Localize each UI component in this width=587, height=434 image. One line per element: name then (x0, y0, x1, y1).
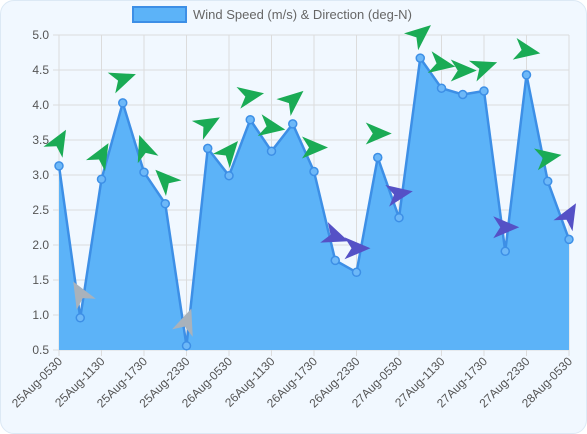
data-point[interactable] (76, 314, 84, 322)
data-point[interactable] (416, 54, 424, 62)
data-point[interactable] (544, 177, 552, 185)
direction-arrow (366, 123, 392, 145)
direction-arrow (108, 64, 140, 94)
data-point[interactable] (480, 87, 488, 95)
data-point[interactable] (374, 154, 382, 162)
data-point[interactable] (331, 256, 339, 264)
data-point[interactable] (310, 168, 318, 176)
data-point[interactable] (55, 162, 63, 170)
data-point[interactable] (119, 99, 127, 107)
y-tick-label: 2.5 (32, 203, 49, 217)
y-tick-label: 1.0 (32, 308, 49, 322)
y-tick-label: 4.0 (32, 98, 49, 112)
direction-arrow (192, 108, 226, 140)
y-tick-label: 2.0 (32, 238, 49, 252)
direction-arrow-shape (513, 38, 542, 64)
y-tick-label: 5.0 (32, 28, 49, 42)
data-point[interactable] (161, 200, 169, 208)
direction-arrow-shape (192, 108, 226, 140)
data-point[interactable] (246, 116, 254, 124)
legend[interactable]: Wind Speed (m/s) & Direction (deg-N) (133, 7, 412, 22)
data-point[interactable] (501, 247, 509, 255)
data-point[interactable] (523, 71, 531, 79)
data-point[interactable] (98, 175, 106, 183)
y-tick-label: 1.5 (32, 273, 49, 287)
data-point[interactable] (140, 168, 148, 176)
legend-swatch (133, 7, 186, 22)
data-point[interactable] (438, 84, 446, 92)
direction-arrow (469, 52, 501, 82)
data-point[interactable] (289, 120, 297, 128)
data-point[interactable] (204, 144, 212, 152)
data-point[interactable] (395, 214, 403, 222)
y-tick-label: 3.0 (32, 168, 49, 182)
direction-arrow (513, 38, 542, 64)
data-point[interactable] (268, 147, 276, 155)
direction-arrow (276, 82, 310, 116)
y-tick-label: 3.5 (32, 133, 49, 147)
direction-arrow-shape (469, 52, 501, 82)
data-point[interactable] (225, 172, 233, 180)
data-point[interactable] (353, 268, 361, 276)
data-point[interactable] (459, 91, 467, 99)
data-point[interactable] (565, 235, 573, 243)
direction-arrow-shape (108, 64, 140, 94)
direction-arrow-shape (276, 82, 310, 116)
direction-arrow-shape (366, 123, 392, 145)
data-point[interactable] (183, 342, 191, 350)
y-tick-label: 4.5 (32, 63, 49, 77)
legend-label: Wind Speed (m/s) & Direction (deg-N) (193, 7, 412, 22)
y-tick-label: 0.5 (32, 343, 49, 357)
